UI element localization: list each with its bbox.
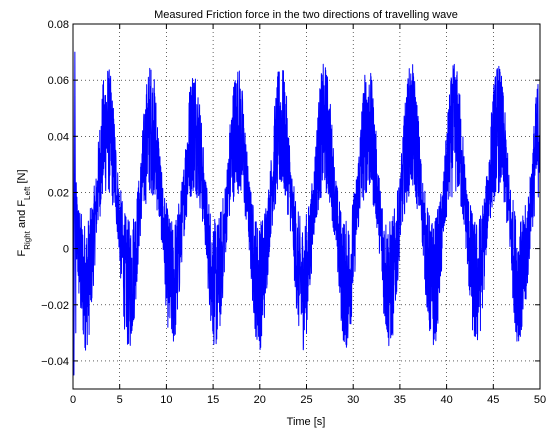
y-tick-labels: −0.04 −0.02 0 0.02 0.04 0.06 0.08 <box>41 19 69 368</box>
x-tick-label: 0 <box>70 394 76 406</box>
x-tick-label: 5 <box>117 394 123 406</box>
y-tick-label: −0.02 <box>41 300 69 312</box>
y-tick-label: 0.04 <box>48 131 69 143</box>
x-tick-label: 15 <box>207 394 219 406</box>
x-tick-label: 25 <box>300 394 312 406</box>
x-tick-label: 40 <box>440 394 452 406</box>
x-tick-label: 35 <box>394 394 406 406</box>
data-series <box>73 38 540 376</box>
ylabel-subscript: Right <box>23 230 32 249</box>
axis-ticks <box>72 23 541 389</box>
plot-area <box>72 23 541 390</box>
y-tick-label: 0 <box>63 244 69 256</box>
y-tick-label: −0.04 <box>41 356 69 368</box>
x-tick-label: 50 <box>534 394 546 406</box>
ylabel-text: [N] <box>16 169 28 186</box>
y-tick-label: 0.08 <box>48 19 69 31</box>
x-tick-label: 45 <box>487 394 499 406</box>
x-tick-label: 30 <box>347 394 359 406</box>
plot-background <box>73 24 540 389</box>
y-axis-label: FRight and FLeft [N] <box>16 169 32 256</box>
x-tick-labels: 0 5 10 15 20 25 30 35 40 45 50 <box>70 394 546 406</box>
chart-title: Measured Friction force in the two direc… <box>154 9 458 21</box>
y-tick-label: 0.02 <box>48 187 69 199</box>
y-tick-label: 0.06 <box>48 75 69 87</box>
x-axis-label: Time [s] <box>287 416 326 428</box>
friction-force-series-line <box>73 38 540 376</box>
ylabel-text: and F <box>16 200 28 231</box>
x-tick-label: 10 <box>160 394 172 406</box>
ylabel-text: F <box>16 250 28 257</box>
x-tick-label: 20 <box>254 394 266 406</box>
ylabel-subscript: Left <box>23 186 32 200</box>
